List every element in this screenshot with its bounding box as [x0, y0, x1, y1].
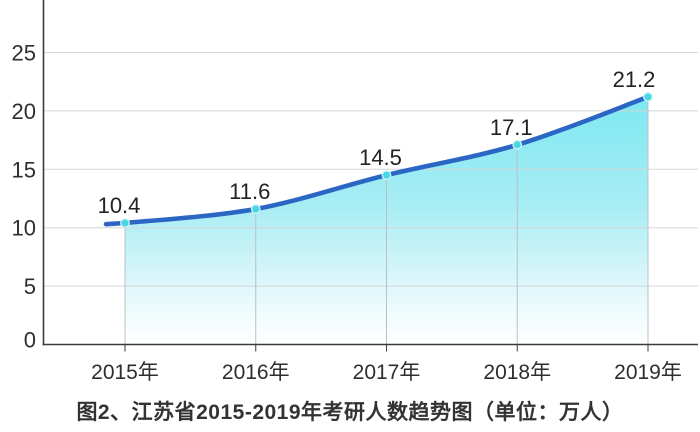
y-tick-label: 25: [12, 41, 36, 66]
gridlines: [43, 52, 698, 287]
x-tick-label: 2017年: [353, 361, 421, 384]
data-point-marker: [250, 204, 261, 214]
data-point-marker: [381, 170, 392, 181]
y-tick-labels: 0 5 10 15 20 25: [12, 41, 36, 353]
x-tick-label: 2018年: [483, 361, 551, 384]
data-point-marker: [643, 92, 653, 102]
x-tick-label: 2015年: [91, 361, 159, 384]
data-label: 17.1: [490, 115, 533, 140]
data-labels: 10.4 11.6 14.5 17.1 21.2: [98, 67, 656, 218]
x-tick-labels: 2015年 2016年 2017年 2018年 2019年: [91, 361, 682, 384]
x-ticks: [124, 345, 649, 352]
drop-lines: [124, 96, 649, 345]
y-tick-label: 15: [12, 157, 36, 182]
data-point-markers: [120, 92, 653, 228]
figure-caption: 图2、江苏省2015-2019年考研人数趋势图（单位：万人）: [76, 401, 624, 424]
y-tick-label: 10: [12, 216, 36, 241]
trend-chart: 10.4 11.6 14.5 17.1 21.2 0 5 10 15 20 25 2015年 2016年…: [12, 0, 698, 384]
data-point-marker: [512, 139, 523, 150]
y-tick-label: 20: [12, 99, 36, 124]
data-label: 10.4: [98, 193, 141, 218]
y-tick-label: 0: [24, 328, 36, 353]
y-tick-label: 5: [24, 274, 36, 299]
data-label: 21.2: [613, 67, 656, 92]
x-tick-label: 2016年: [222, 361, 290, 384]
x-tick-label: 2019年: [614, 361, 682, 384]
data-label: 11.6: [229, 179, 270, 204]
data-point-marker: [120, 218, 130, 228]
data-label: 14.5: [359, 145, 402, 170]
